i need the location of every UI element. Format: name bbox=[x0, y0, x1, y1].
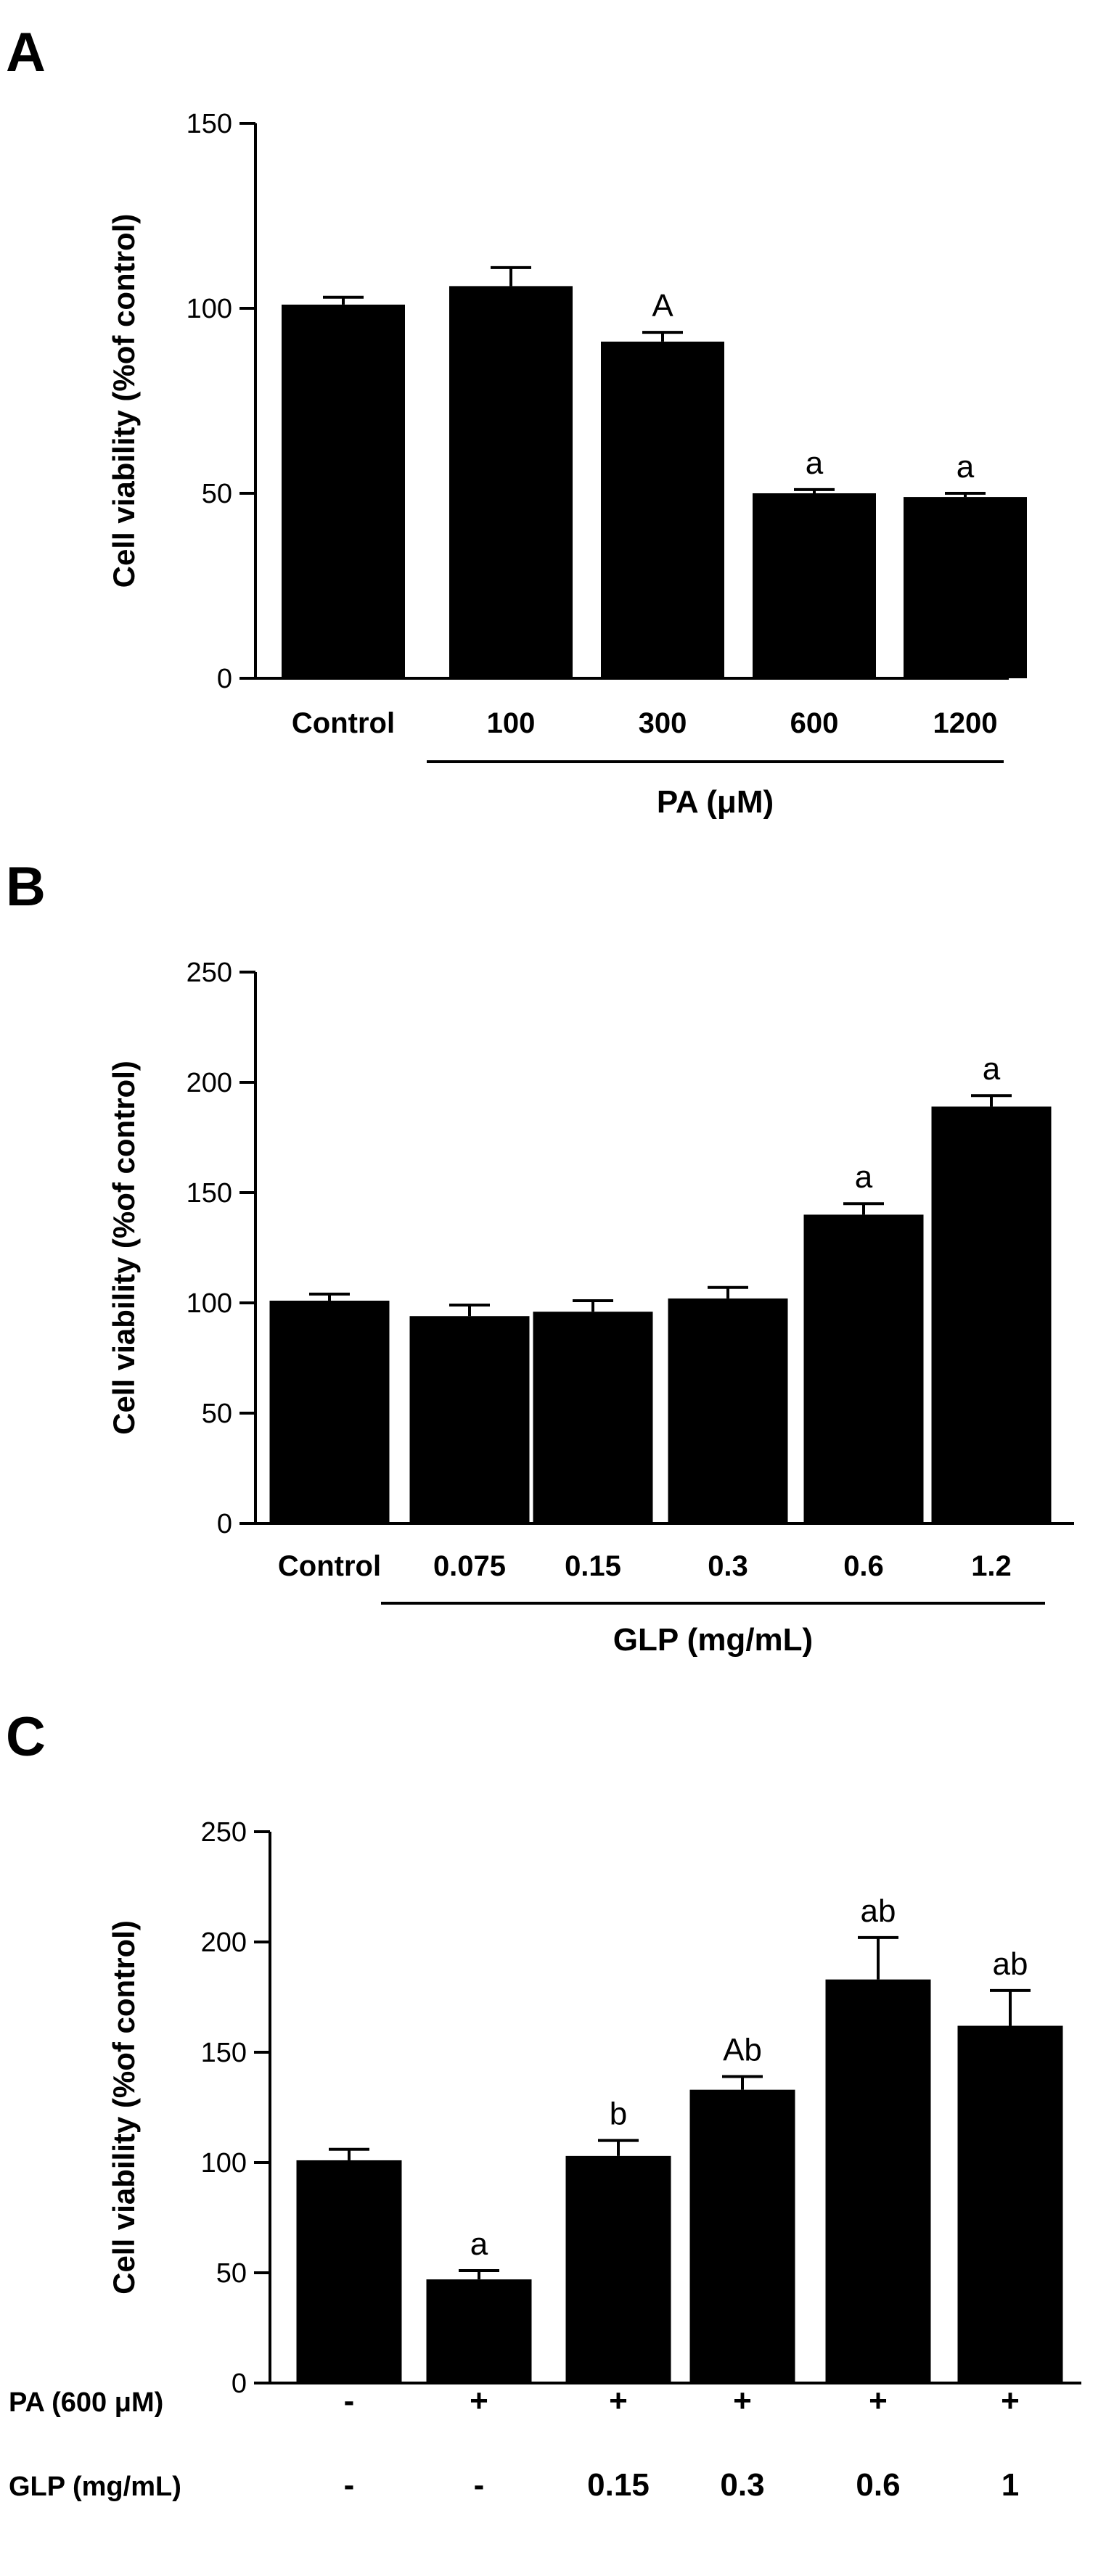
y-tick-label-b-3: 150 bbox=[187, 1178, 232, 1209]
chart-panel-a: A Cell viability (%of control) PA (μM) 0… bbox=[6, 22, 1027, 820]
x-tick-label-a-1: 100 bbox=[487, 707, 536, 739]
chart-panel-b: B Cell viability (%of control) GLP (mg/m… bbox=[6, 856, 1074, 1658]
y-tick-label-c-1: 50 bbox=[216, 2258, 247, 2289]
bar-b-3 bbox=[668, 1298, 788, 1523]
bar-b-5 bbox=[931, 1106, 1052, 1523]
bar-b-4 bbox=[803, 1214, 924, 1523]
y-tick-label-c-4: 200 bbox=[201, 1927, 247, 1958]
panel-label-b: B bbox=[6, 856, 46, 918]
x-tick-label-b-5: 1.2 bbox=[971, 1550, 1012, 1582]
bar-a-3 bbox=[753, 493, 876, 678]
treatment-cell-1-4: 0.6 bbox=[856, 2467, 900, 2503]
x-tick-label-a-2: 300 bbox=[639, 707, 687, 739]
y-axis-label-a: Cell viability (%of control) bbox=[107, 214, 141, 588]
bar-b-0 bbox=[269, 1300, 390, 1523]
treatment-cell-1-1: - bbox=[474, 2467, 485, 2503]
y-tick-label-c-0: 0 bbox=[232, 2369, 247, 2399]
bar-c-3 bbox=[689, 2089, 795, 2383]
bar-a-2 bbox=[601, 341, 724, 678]
bar-a-4 bbox=[904, 497, 1027, 678]
y-tick-label-a-1: 50 bbox=[202, 479, 232, 509]
x-tick-label-a-0: Control bbox=[292, 707, 395, 739]
treatment-cell-1-3: 0.3 bbox=[720, 2467, 764, 2503]
x-tick-label-b-2: 0.15 bbox=[565, 1550, 621, 1582]
significance-label-a-4: a bbox=[957, 449, 975, 485]
significance-label-c-3: Ab bbox=[723, 2032, 762, 2067]
y-tick-label-b-5: 250 bbox=[187, 958, 232, 988]
y-tick-label-c-3: 150 bbox=[201, 2038, 247, 2068]
significance-label-a-3: a bbox=[806, 445, 824, 481]
y-tick-label-b-0: 0 bbox=[217, 1509, 232, 1539]
bar-c-2 bbox=[565, 2155, 671, 2383]
y-tick-label-b-4: 200 bbox=[187, 1068, 232, 1098]
treatment-row-label-glp: GLP (mg/mL) bbox=[9, 2472, 181, 2502]
bar-c-0 bbox=[296, 2160, 402, 2383]
bar-c-1 bbox=[426, 2279, 532, 2383]
treatment-cell-0-2: + bbox=[609, 2383, 628, 2419]
x-tick-label-b-1: 0.075 bbox=[433, 1550, 506, 1582]
treatment-cell-0-0: - bbox=[344, 2383, 355, 2419]
panel-label-a: A bbox=[6, 22, 46, 83]
y-tick-label-b-1: 50 bbox=[202, 1399, 232, 1429]
y-axis-label-c: Cell viability (%of control) bbox=[107, 1920, 141, 2295]
treatment-cell-1-0: - bbox=[344, 2467, 355, 2503]
treatment-cell-0-4: + bbox=[869, 2383, 888, 2419]
significance-label-b-5: a bbox=[983, 1051, 1001, 1087]
treatment-cell-0-1: + bbox=[470, 2383, 488, 2419]
y-tick-label-b-2: 100 bbox=[187, 1288, 232, 1319]
y-tick-label-a-0: 0 bbox=[217, 664, 232, 694]
x-tick-label-b-0: Control bbox=[278, 1550, 381, 1582]
bar-c-5 bbox=[957, 2025, 1063, 2383]
x-tick-label-b-3: 0.3 bbox=[708, 1550, 748, 1582]
bar-c-4 bbox=[825, 1979, 931, 2383]
significance-label-b-4: a bbox=[855, 1159, 873, 1195]
significance-label-c-5: ab bbox=[993, 1946, 1028, 1982]
y-tick-label-a-3: 150 bbox=[187, 109, 232, 139]
y-tick-label-c-2: 100 bbox=[201, 2148, 247, 2178]
bar-a-1 bbox=[449, 286, 573, 678]
bar-a-0 bbox=[282, 304, 405, 678]
bar-b-1 bbox=[409, 1316, 530, 1523]
panel-label-c: C bbox=[6, 1706, 46, 1768]
y-axis-label-b: Cell viability (%of control) bbox=[107, 1061, 141, 1435]
significance-label-c-4: ab bbox=[861, 1893, 896, 1929]
treatment-cell-0-3: + bbox=[733, 2383, 752, 2419]
x-tick-label-b-4: 0.6 bbox=[843, 1550, 884, 1582]
treatment-cell-0-5: + bbox=[1001, 2383, 1020, 2419]
treatment-cell-1-2: 0.15 bbox=[587, 2467, 650, 2503]
significance-label-c-1: a bbox=[470, 2226, 488, 2262]
bar-b-2 bbox=[533, 1312, 653, 1523]
y-tick-label-a-2: 100 bbox=[187, 294, 232, 324]
chart-panel-c: C Cell viability (%of control) PA (600 μ… bbox=[6, 1706, 1081, 2503]
significance-label-a-2: A bbox=[652, 288, 673, 324]
treatment-row-label-pa: PA (600 μM) bbox=[9, 2387, 163, 2418]
x-tick-label-a-3: 600 bbox=[790, 707, 839, 739]
x-tick-label-a-4: 1200 bbox=[933, 707, 998, 739]
group-label-a: PA (μM) bbox=[657, 784, 774, 820]
treatment-cell-1-5: 1 bbox=[1002, 2467, 1019, 2503]
group-label-b: GLP (mg/mL) bbox=[613, 1622, 813, 1658]
significance-label-c-2: b bbox=[610, 2096, 627, 2132]
y-tick-label-c-5: 250 bbox=[201, 1817, 247, 1848]
